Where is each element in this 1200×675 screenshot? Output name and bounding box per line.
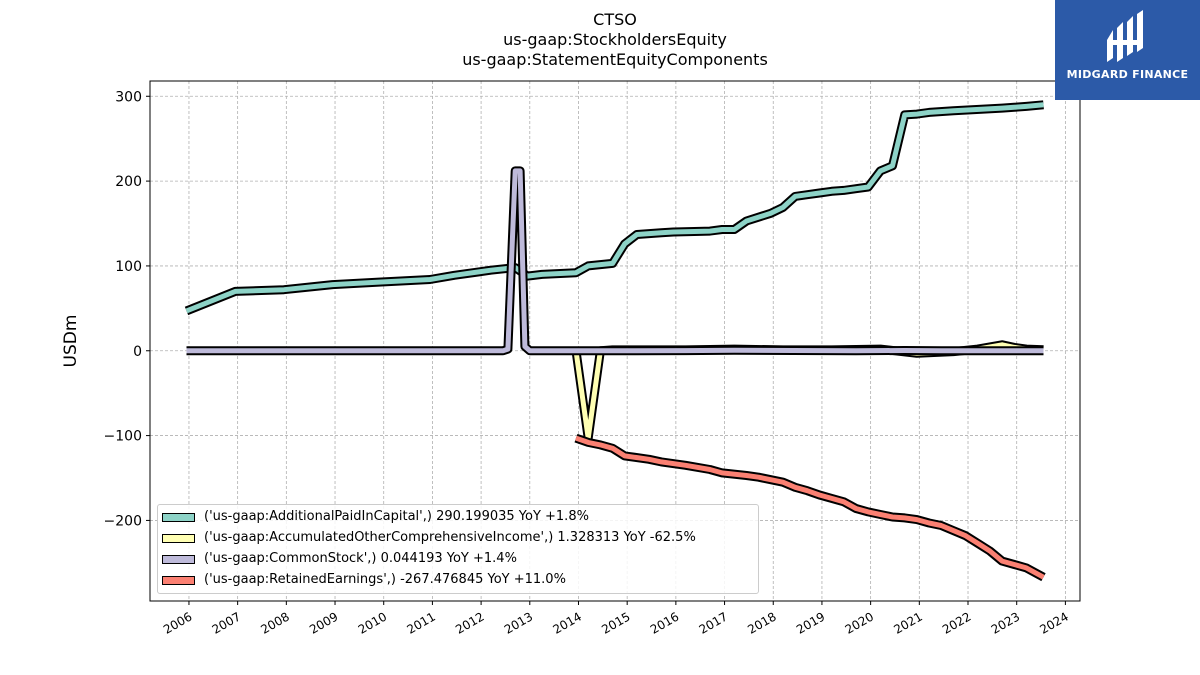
x-tick-label: 2017	[697, 609, 730, 636]
series-line-outline	[571, 340, 1044, 443]
legend-label: ('us-gaap:AccumulatedOtherComprehensiveI…	[204, 530, 696, 545]
x-tick-label: 2011	[404, 609, 437, 636]
x-tick-label: 2014	[551, 609, 584, 636]
x-tick-label: 2007	[210, 609, 243, 636]
x-tick-label: 2018	[745, 609, 778, 636]
title-ticker: CTSO	[593, 10, 637, 29]
chart-legend: ('us-gaap:AdditionalPaidInCapital',) 290…	[157, 504, 759, 594]
y-axis: −200 −100 0 100 200 300	[104, 89, 150, 529]
y-tick-label: 300	[115, 89, 142, 105]
x-tick-label: 2021	[891, 609, 924, 636]
x-tick-label: 2020	[843, 609, 876, 636]
x-tick-label: 2012	[453, 609, 486, 636]
plot-frame	[149, 80, 1081, 602]
y-tick-label: −200	[104, 513, 142, 529]
chart-title: CTSO us-gaap:StockholdersEquity us-gaap:…	[0, 10, 1200, 70]
series-line	[186, 168, 1044, 354]
grid-lines	[150, 81, 1080, 601]
logo-text: MIDGARD FINANCE	[1066, 68, 1189, 81]
legend-swatch	[162, 576, 195, 585]
x-tick-label: 2013	[502, 609, 535, 636]
legend-swatch	[162, 534, 195, 543]
legend-swatch	[162, 555, 195, 564]
x-tick-label: 2010	[356, 609, 389, 636]
midgard-finance-logo: MIDGARD FINANCE	[1055, 0, 1200, 100]
title-concept: us-gaap:StockholdersEquity	[503, 30, 727, 49]
logo-mark-icon	[1107, 10, 1143, 62]
series-line	[575, 435, 1045, 580]
y-axis-label: USDm	[61, 315, 81, 368]
legend-label: ('us-gaap:CommonStock',) 0.044193 YoY +1…	[204, 551, 517, 566]
x-tick-label: 2016	[648, 609, 681, 636]
title-subconcept: us-gaap:StatementEquityComponents	[462, 50, 768, 69]
x-axis: 2006 2007 2008 2009 2010 2011 2012 2013 2014 2015…	[161, 601, 1071, 637]
series-line	[185, 102, 1044, 314]
x-tick-label: 2015	[599, 609, 632, 636]
series-lines	[184, 100, 1046, 582]
x-tick-label: 2022	[940, 609, 973, 636]
y-tick-label: 0	[133, 344, 142, 360]
x-tick-label: 2006	[161, 609, 194, 636]
y-tick-label: 200	[115, 174, 142, 190]
legend-swatch	[162, 513, 195, 522]
x-tick-label: 2023	[989, 609, 1022, 636]
series-line	[573, 342, 1044, 441]
y-tick-label: −100	[104, 429, 142, 445]
x-tick-label: 2008	[258, 609, 291, 636]
legend-label: ('us-gaap:AdditionalPaidInCapital',) 290…	[204, 509, 589, 524]
y-tick-label: 100	[115, 259, 142, 275]
series-line-outline	[184, 100, 1044, 316]
legend-label: ('us-gaap:RetainedEarnings',) -267.47684…	[204, 572, 566, 587]
x-tick-label: 2019	[794, 609, 827, 636]
x-tick-label: 2009	[307, 609, 340, 636]
x-tick-label: 2024	[1037, 609, 1070, 636]
